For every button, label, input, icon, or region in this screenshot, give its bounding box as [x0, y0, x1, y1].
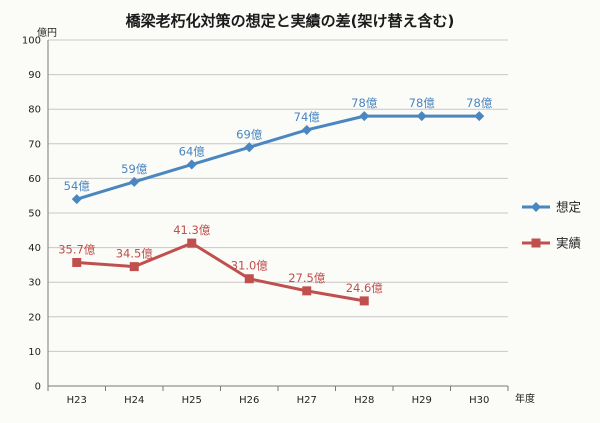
x-tick-label: H24 [124, 395, 144, 406]
x-tick-label: H27 [297, 395, 317, 406]
x-axis-unit-label: 年度 [515, 392, 535, 405]
y-tick-label: 80 [28, 105, 41, 116]
legend-marker [531, 202, 541, 212]
x-tick-label: H26 [239, 395, 259, 406]
data-label: 64億 [179, 145, 206, 159]
legend-item: 実績 [522, 236, 581, 251]
data-point [72, 257, 82, 267]
series-2: 35.7億 34.5億 41.3億 31.0億 27.5億 24.6億 [58, 223, 384, 306]
data-label: 54億 [64, 179, 91, 193]
data-label: 74億 [294, 110, 321, 124]
data-label: 41.3億 [173, 223, 211, 237]
y-tick-label: 100 [22, 36, 41, 47]
data-point [416, 111, 427, 122]
series-line [76, 114, 480, 201]
y-tick-label: 90 [28, 70, 41, 81]
y-tick-label: 20 [28, 312, 41, 323]
data-point [302, 286, 312, 296]
legend-marker [531, 238, 541, 248]
data-label: 34.5億 [116, 247, 154, 261]
x-tick-label: H25 [182, 395, 202, 406]
data-label: 78億 [409, 96, 436, 110]
data-label: 31.0億 [231, 259, 269, 273]
y-axis-unit-label: 億円 [37, 26, 57, 39]
x-tick-label: H29 [412, 395, 432, 406]
series-1: 54億 59億 64億 69億 74億 78億 78億 78億 [64, 96, 493, 205]
axis-layer: 0 10 20 30 40 50 60 70 80 90 100 H23 H24 H25 H26 H27 H28… [22, 36, 509, 406]
data-point [187, 238, 197, 248]
data-point [129, 176, 140, 187]
series-line [76, 241, 365, 303]
data-label: 59億 [121, 162, 148, 176]
y-tick-label: 70 [28, 139, 41, 150]
data-point [244, 142, 255, 153]
data-point [71, 194, 82, 205]
grid-layer [48, 39, 508, 352]
legend-item: 想定 [522, 200, 581, 215]
data-label: 35.7億 [58, 242, 96, 256]
data-label: 78億 [466, 96, 493, 110]
y-tick-label: 40 [28, 243, 41, 254]
legend-label: 実績 [556, 236, 581, 251]
legend-label: 想定 [556, 200, 581, 215]
chart-title: 橋梁老朽化対策の想定と実績の差(架け替え含む) [126, 12, 455, 30]
data-point [301, 124, 312, 135]
data-label: 69億 [236, 127, 263, 141]
y-tick-label: 30 [28, 278, 41, 289]
y-tick-label: 50 [28, 209, 41, 220]
y-tick-label: 10 [28, 347, 41, 358]
data-label: 78億 [351, 96, 378, 110]
data-point [474, 111, 485, 122]
x-tick-label: H23 [67, 395, 87, 406]
data-label: 27.5億 [288, 271, 326, 285]
data-point [129, 262, 139, 272]
data-point [244, 274, 254, 284]
data-point [359, 111, 370, 122]
data-point [359, 296, 369, 306]
data-label: 24.6億 [346, 281, 384, 295]
data-point [186, 159, 197, 170]
x-tick-label: H30 [469, 395, 489, 406]
x-tick-label: H28 [354, 395, 374, 406]
y-tick-label: 60 [28, 174, 41, 185]
y-tick-label: 0 [35, 382, 41, 393]
